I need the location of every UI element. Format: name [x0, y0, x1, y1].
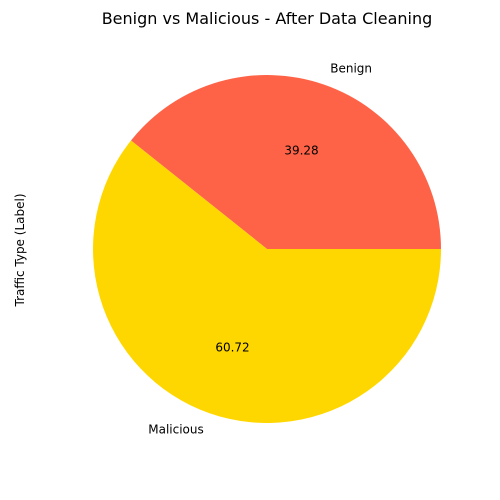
y-axis-label: Traffic Type (Label) [13, 194, 27, 308]
pie-slice-benign [131, 74, 441, 250]
value-label-benign: 39.28 [284, 143, 318, 157]
pie-slice-malicious [92, 140, 441, 424]
pie-labels: Benign 39.28 Malicious 60.72 [148, 61, 372, 436]
slice-label-benign: Benign [330, 61, 372, 75]
value-label-malicious: 60.72 [215, 341, 249, 355]
pie-slices [92, 74, 441, 424]
chart-title: Benign vs Malicious - After Data Cleanin… [102, 9, 433, 28]
slice-label-malicious: Malicious [148, 423, 204, 437]
